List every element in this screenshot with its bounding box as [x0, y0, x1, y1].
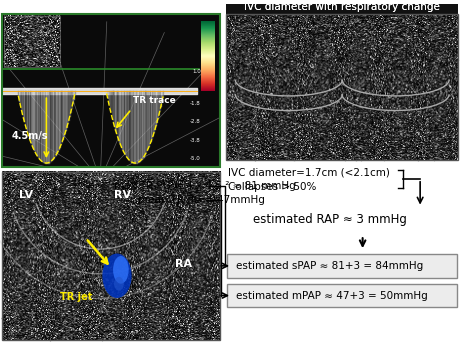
- FancyBboxPatch shape: [227, 254, 457, 278]
- FancyBboxPatch shape: [227, 284, 457, 308]
- Bar: [2, 172, 220, 340]
- Text: TR jet: TR jet: [61, 292, 93, 302]
- Ellipse shape: [113, 256, 128, 284]
- Text: max TR PG = 4 x 4.5 ² ≈ 81 mmHg: max TR PG = 4 x 4.5 ² ≈ 81 mmHg: [114, 181, 296, 191]
- Text: Collapses > 50%: Collapses > 50%: [228, 182, 317, 192]
- Text: -3.8: -3.8: [190, 138, 201, 142]
- Text: -1.8: -1.8: [190, 101, 201, 106]
- Bar: [2, 14, 220, 167]
- Text: RA: RA: [175, 259, 192, 269]
- Text: 4.5m/s: 4.5m/s: [12, 131, 48, 141]
- Ellipse shape: [102, 254, 132, 298]
- Ellipse shape: [114, 277, 124, 291]
- Text: estimated sPAP ≈ 81+3 = 84mmHg: estimated sPAP ≈ 81+3 = 84mmHg: [236, 261, 423, 271]
- Bar: [226, 14, 458, 160]
- Text: IVC diameter=1.7cm (<2.1cm): IVC diameter=1.7cm (<2.1cm): [228, 168, 390, 178]
- Text: IVC diameter with respiratory change: IVC diameter with respiratory change: [244, 2, 440, 12]
- Text: RV: RV: [114, 190, 131, 200]
- Bar: [2, 14, 220, 167]
- Text: -5.0: -5.0: [190, 156, 201, 161]
- Text: estimated mPAP ≈ 47+3 = 50mmHg: estimated mPAP ≈ 47+3 = 50mmHg: [236, 291, 428, 301]
- Text: TR trace: TR trace: [133, 96, 176, 105]
- Text: LV: LV: [19, 190, 34, 200]
- Text: IVC diameter with respiratory change: IVC diameter with respiratory change: [244, 2, 440, 12]
- Text: 1.0: 1.0: [192, 68, 201, 74]
- Text: -2.8: -2.8: [190, 119, 201, 124]
- Bar: [226, 0, 458, 14]
- Bar: [4, 16, 61, 67]
- Text: estimated RAP ≈ 3 mmHg: estimated RAP ≈ 3 mmHg: [254, 214, 407, 226]
- Text: mean TR PG = 47mmHg: mean TR PG = 47mmHg: [138, 195, 265, 205]
